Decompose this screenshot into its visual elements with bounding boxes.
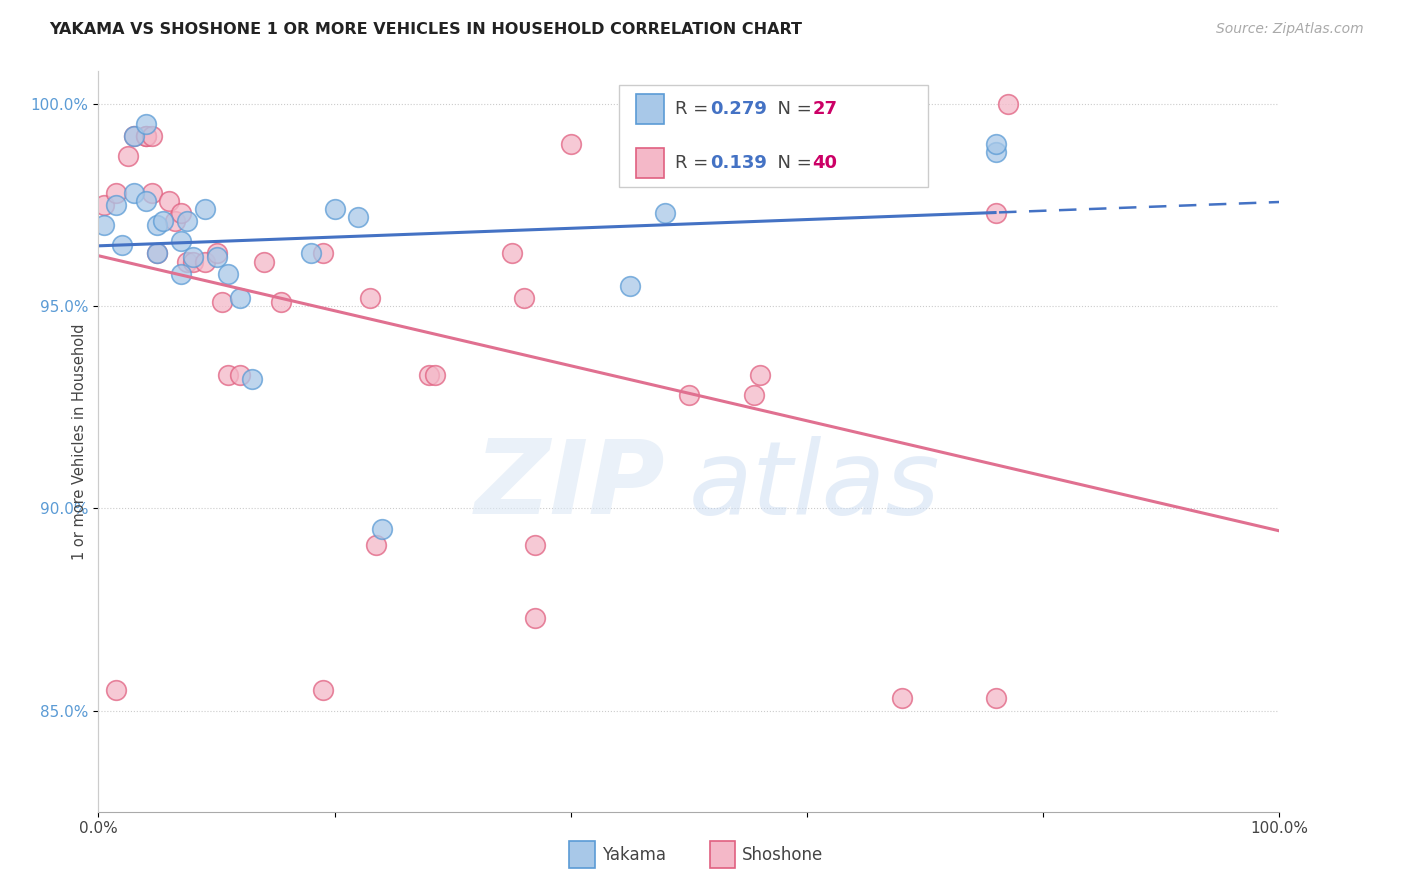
Point	[217, 267, 239, 281]
Point	[524, 538, 547, 552]
Point	[170, 206, 193, 220]
Text: Source: ZipAtlas.com: Source: ZipAtlas.com	[1216, 22, 1364, 37]
Point	[122, 129, 145, 144]
Text: R =: R =	[675, 100, 714, 118]
Point	[312, 246, 335, 260]
Y-axis label: 1 or more Vehicles in Household: 1 or more Vehicles in Household	[72, 323, 87, 560]
Point	[141, 186, 163, 200]
Point	[270, 295, 292, 310]
Point	[890, 691, 912, 706]
Text: 27: 27	[813, 100, 838, 118]
Point	[135, 129, 157, 144]
Point	[984, 137, 1007, 152]
Point	[170, 234, 193, 248]
Point	[501, 246, 523, 260]
Point	[111, 238, 134, 252]
Point	[512, 291, 534, 305]
Point	[423, 368, 446, 382]
Point	[229, 368, 252, 382]
Text: Shoshone: Shoshone	[742, 846, 824, 863]
Point	[176, 214, 198, 228]
Point	[654, 206, 676, 220]
Point	[122, 129, 145, 144]
Text: Yakama: Yakama	[602, 846, 666, 863]
Point	[312, 683, 335, 698]
Point	[170, 267, 193, 281]
Point	[146, 246, 169, 260]
Point	[229, 291, 252, 305]
Point	[299, 246, 322, 260]
Point	[105, 198, 128, 212]
Point	[678, 388, 700, 402]
Text: N =: N =	[766, 100, 818, 118]
Text: 40: 40	[813, 154, 838, 172]
Point	[217, 368, 239, 382]
Point	[253, 254, 276, 268]
Point	[194, 254, 217, 268]
Point	[93, 198, 115, 212]
Point	[748, 368, 770, 382]
Point	[135, 194, 157, 208]
Point	[347, 210, 370, 224]
Text: 0.279: 0.279	[710, 100, 766, 118]
Text: ZIP: ZIP	[475, 435, 665, 536]
Point	[135, 129, 157, 144]
Text: YAKAMA VS SHOSHONE 1 OR MORE VEHICLES IN HOUSEHOLD CORRELATION CHART: YAKAMA VS SHOSHONE 1 OR MORE VEHICLES IN…	[49, 22, 803, 37]
Point	[240, 372, 263, 386]
Point	[141, 129, 163, 144]
Point	[152, 214, 174, 228]
Point	[157, 194, 180, 208]
Point	[117, 149, 139, 163]
Point	[122, 186, 145, 200]
Point	[105, 186, 128, 200]
Point	[146, 246, 169, 260]
Point	[194, 202, 217, 216]
Point	[742, 388, 765, 402]
Text: N =: N =	[766, 154, 818, 172]
Point	[418, 368, 440, 382]
Point	[524, 610, 547, 624]
Point	[997, 96, 1019, 111]
Point	[211, 295, 233, 310]
Text: 0.139: 0.139	[710, 154, 766, 172]
Point	[181, 254, 204, 268]
Point	[560, 137, 582, 152]
Point	[984, 691, 1007, 706]
Point	[181, 251, 204, 265]
Point	[135, 117, 157, 131]
Point	[323, 202, 346, 216]
Point	[205, 246, 228, 260]
Point	[176, 254, 198, 268]
Point	[165, 214, 187, 228]
Point	[205, 251, 228, 265]
Text: R =: R =	[675, 154, 714, 172]
Point	[984, 206, 1007, 220]
Point	[371, 522, 394, 536]
Point	[93, 218, 115, 232]
Text: atlas: atlas	[689, 436, 941, 536]
Point	[619, 278, 641, 293]
Point	[359, 291, 381, 305]
Point	[146, 218, 169, 232]
Point	[364, 538, 387, 552]
Point	[105, 683, 128, 698]
Point	[984, 145, 1007, 160]
